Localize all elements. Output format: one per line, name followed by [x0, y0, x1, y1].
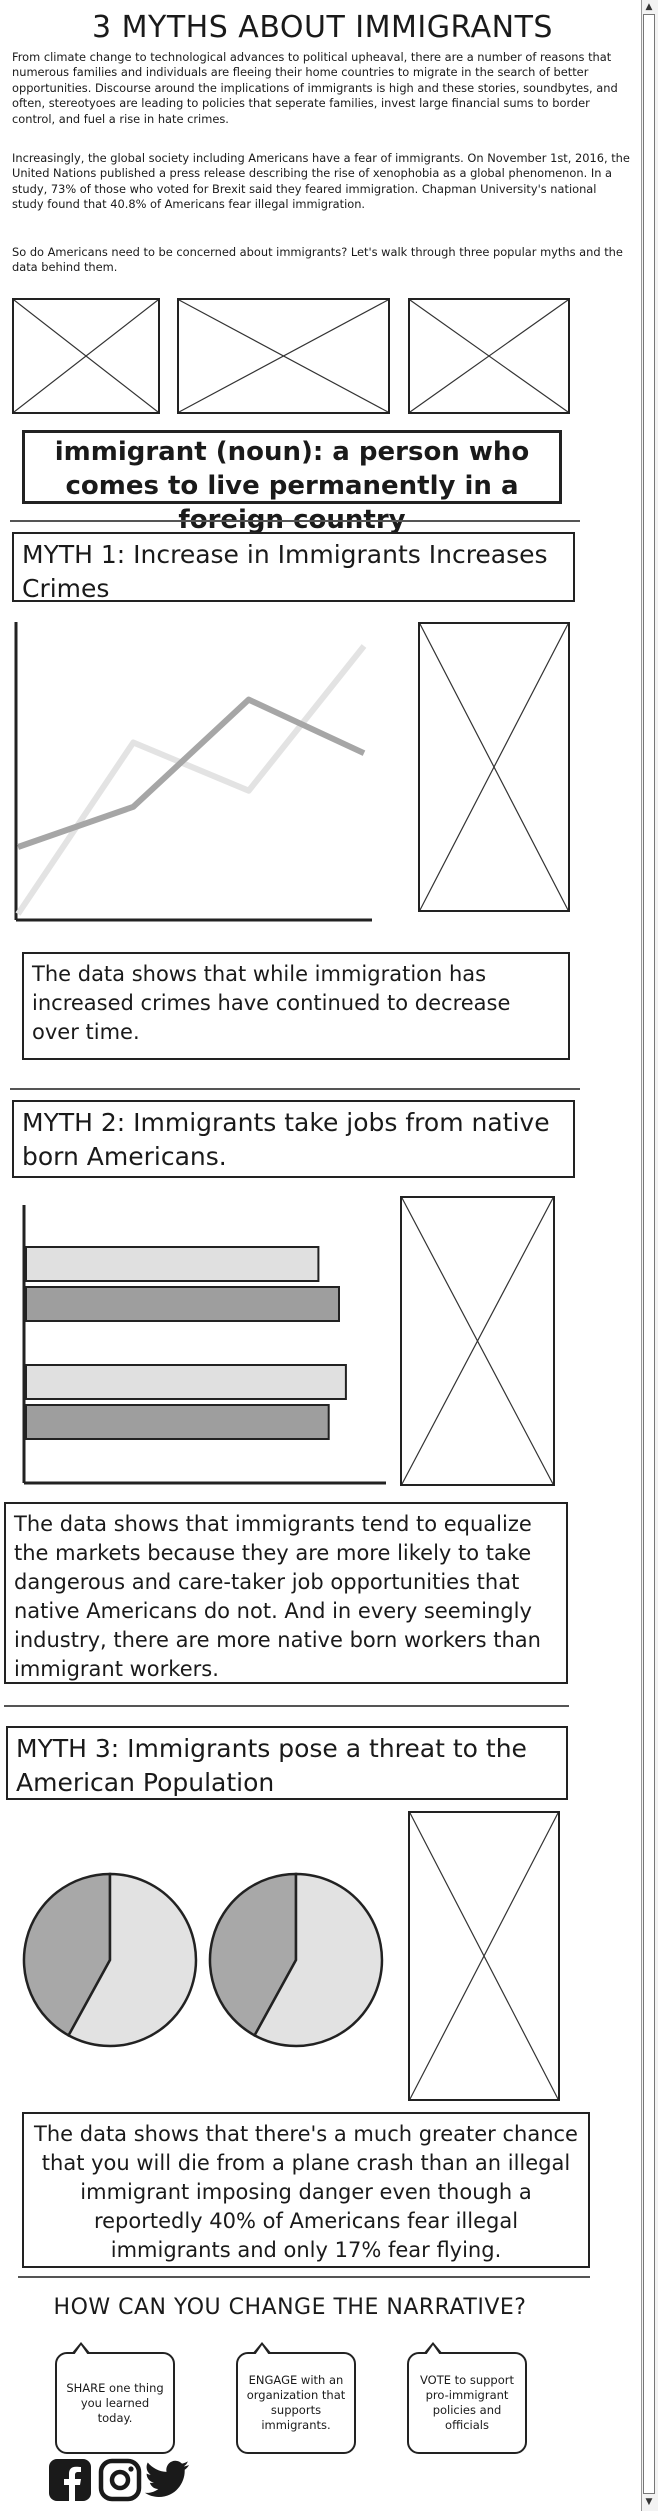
- engage-bubble: ENGAGE with an organization that support…: [236, 2342, 356, 2454]
- myth-1-finding: The data shows that while immigration ha…: [22, 952, 570, 1060]
- pie-2-slice-1: [208, 1872, 298, 2038]
- image-placeholder: [408, 1811, 560, 2101]
- myth-2-finding: The data shows that immigrants tend to e…: [4, 1502, 568, 1684]
- definition-box: immigrant (noun): a person who comes to …: [22, 430, 562, 535]
- scroll-down-arrow[interactable]: ▼: [645, 2497, 653, 2507]
- pie-1-slice-1: [22, 1872, 112, 2038]
- myth-3-title: MYTH 3: Immigrants pose a threat to the …: [6, 1726, 568, 1800]
- pie-2-slice-2: [252, 1872, 384, 2048]
- image-placeholder: [12, 298, 160, 414]
- myth-1-title: MYTH 1: Increase in Immigrants Increases…: [12, 532, 575, 603]
- engage-bubble-text: ENGAGE with an organization that support…: [246, 2373, 346, 2432]
- scrollbar-thumb[interactable]: [643, 14, 655, 2494]
- image-placeholder: [418, 622, 570, 912]
- page-title: 3 MYTHS ABOUT IMMIGRANTS: [92, 10, 553, 45]
- image-placeholder: [408, 298, 570, 414]
- instagram-icon[interactable]: [98, 2458, 142, 2502]
- intro-paragraph-1: From climate change to technological adv…: [12, 50, 618, 126]
- line-series-1: [17, 696, 366, 850]
- bar-group-2-series-2: [25, 1404, 330, 1440]
- bar-group-1-series-2: [25, 1286, 340, 1322]
- divider: [18, 2276, 590, 2278]
- myth-1-line-chart: [14, 622, 372, 922]
- divider: [10, 520, 580, 522]
- myth-3-finding: The data shows that there's a much great…: [22, 2112, 590, 2268]
- pie-1-slice-2: [66, 1872, 198, 2048]
- share-bubble: SHARE one thing you learned today.: [55, 2342, 175, 2454]
- cta-title: HOW CAN YOU CHANGE THE NARRATIVE?: [53, 2295, 527, 2320]
- line-series-2: [15, 644, 367, 916]
- divider: [10, 1088, 580, 1090]
- bar-group-2-series-1: [25, 1364, 347, 1400]
- divider: [4, 1705, 569, 1707]
- intro-paragraph-3: So do Americans need to be concerned abo…: [12, 245, 623, 275]
- bar-group-1-series-1: [25, 1246, 320, 1282]
- share-bubble-text: SHARE one thing you learned today.: [66, 2380, 164, 2425]
- myth-2-bar-chart: [22, 1205, 386, 1485]
- myth-3-pie-charts: [22, 1872, 384, 2048]
- image-placeholder: [400, 1196, 555, 1486]
- twitter-icon[interactable]: [144, 2460, 190, 2500]
- myth-2-title: MYTH 2: Immigrants take jobs from native…: [12, 1100, 575, 1178]
- vote-bubble: VOTE to support pro-immigrant policies a…: [407, 2342, 527, 2454]
- intro-paragraph-2: Increasingly, the global society includi…: [12, 151, 630, 212]
- image-placeholder: [177, 298, 390, 414]
- scroll-up-arrow[interactable]: ▲: [645, 2, 653, 12]
- facebook-icon[interactable]: [48, 2458, 92, 2502]
- vote-bubble-text: VOTE to support pro-immigrant policies a…: [419, 2373, 515, 2432]
